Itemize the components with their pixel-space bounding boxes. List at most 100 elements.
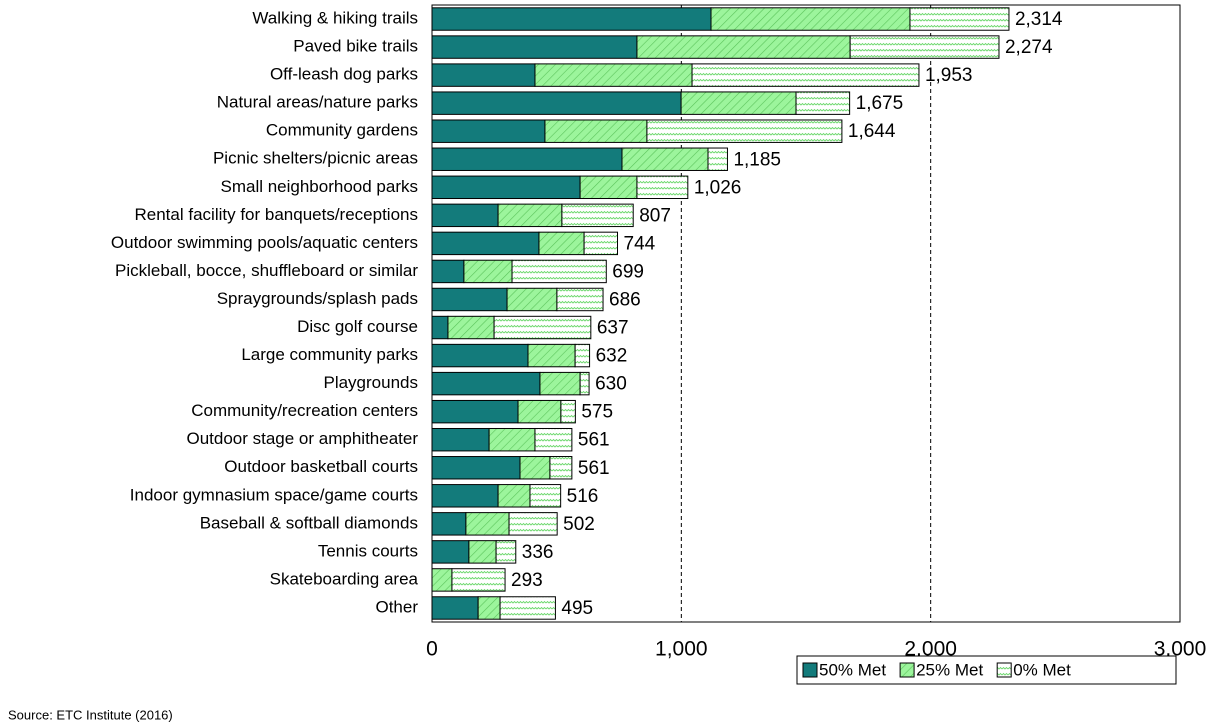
bar-segment [431, 175, 581, 200]
category-label: Outdoor basketball courts [224, 457, 418, 476]
category-label: Rental facility for banquets/receptions [135, 205, 419, 224]
total-label: 1,185 [733, 149, 781, 170]
legend-label: 50% Met [819, 660, 886, 679]
bar-segment [534, 427, 573, 452]
bar-segment [560, 399, 576, 424]
bar-segment [621, 147, 709, 171]
total-label: 561 [578, 458, 610, 479]
category-label: Community gardens [266, 121, 418, 140]
bar-segment [529, 484, 562, 508]
bar-segment [431, 63, 536, 87]
total-label: 293 [511, 570, 543, 591]
bar-segment [451, 568, 506, 592]
category-label: Spraygrounds/splash pads [217, 289, 418, 308]
total-label: 1,026 [694, 177, 742, 198]
bar-segment [497, 484, 531, 508]
x-tick-label: 0 [426, 638, 438, 661]
category-label: Other [375, 597, 418, 616]
total-label: 2,314 [1015, 9, 1063, 30]
legend-swatch [996, 662, 1012, 678]
bar-segment [511, 259, 607, 284]
total-label: 2,274 [1005, 37, 1053, 58]
category-label: Pickleball, bocce, shuffleboard or simil… [115, 261, 418, 280]
bar-segment [431, 427, 490, 452]
bar-segment [506, 287, 558, 312]
bar-segment [579, 371, 590, 396]
legend-swatch [899, 662, 915, 678]
total-label: 1,953 [925, 65, 973, 86]
bar-segment [431, 287, 508, 312]
category-label: Playgrounds [323, 373, 418, 392]
category-label: Paved bike trails [293, 37, 418, 56]
bar-segment [431, 7, 712, 31]
bar-segment [431, 91, 682, 115]
bar-segment [447, 315, 495, 340]
category-label: Indoor gymnasium space/game courts [130, 485, 418, 504]
bar-segment [431, 484, 499, 508]
category-label: Small neighborhood parks [220, 177, 418, 196]
bar-segment [579, 175, 638, 200]
bar-segment [431, 231, 540, 256]
bar-segment [636, 175, 689, 200]
bar-segment [849, 35, 1000, 59]
total-label: 637 [597, 318, 629, 339]
legend-box [796, 655, 1177, 685]
category-label: Large community parks [241, 345, 418, 364]
total-label: 807 [639, 205, 671, 226]
source-note: Source: ETC Institute (2016) [8, 707, 173, 722]
total-label: 516 [567, 486, 599, 507]
total-label: 336 [522, 542, 554, 563]
bar-segment [431, 315, 449, 340]
bar-segment [583, 231, 619, 256]
bar-segment [574, 343, 591, 368]
total-label: 632 [596, 346, 628, 367]
total-label: 686 [609, 289, 641, 310]
bar-segment [431, 343, 529, 368]
bar-segment [431, 371, 541, 396]
category-label: Disc golf course [297, 317, 418, 336]
legend-label: 0% Met [1013, 660, 1071, 679]
total-label: 744 [624, 233, 656, 254]
bar-segment [431, 456, 521, 480]
bar-segment [431, 147, 623, 171]
x-tick-label: 1,000 [655, 638, 708, 661]
bar-segment [431, 203, 499, 228]
total-label: 1,644 [848, 121, 896, 142]
bar-segment [710, 7, 911, 31]
bar-segment [680, 91, 797, 115]
category-label: Skateboarding area [270, 569, 419, 588]
category-label: Tennis courts [318, 541, 418, 560]
category-label: Off-leash dog parks [270, 65, 418, 84]
bar-segment [497, 203, 563, 228]
bar-segment [646, 119, 843, 143]
category-label: Outdoor stage or amphitheater [186, 429, 418, 448]
bar-segment [909, 7, 1010, 31]
category-label: Walking & hiking trails [252, 9, 418, 28]
total-label: 1,675 [856, 93, 904, 114]
bar-segment [556, 287, 604, 312]
bar-segment [477, 596, 501, 620]
bar-segment [431, 399, 519, 424]
category-label: Baseball & softball diamonds [200, 513, 418, 532]
bar-segment [431, 540, 470, 564]
legend-swatch [802, 662, 818, 678]
bar-segment [431, 259, 465, 284]
bar-segment [538, 231, 585, 256]
total-label: 699 [612, 261, 644, 282]
total-label: 502 [563, 514, 595, 535]
total-label: 575 [581, 402, 613, 423]
bar-segment [508, 512, 558, 536]
bar-segment [493, 315, 592, 340]
bar-segment [519, 456, 551, 480]
legend-label: 25% Met [916, 660, 983, 679]
plot-frame [431, 4, 1181, 623]
bar-segment [707, 147, 728, 171]
bar-segment [431, 512, 467, 536]
bar-segment [431, 568, 453, 592]
bar-segment [539, 371, 581, 396]
bar-segment [795, 91, 851, 115]
x-tick-label: 3,000 [1154, 638, 1207, 661]
bar-segment [495, 540, 517, 564]
total-label: 630 [595, 374, 627, 395]
bar-segment [527, 343, 576, 368]
